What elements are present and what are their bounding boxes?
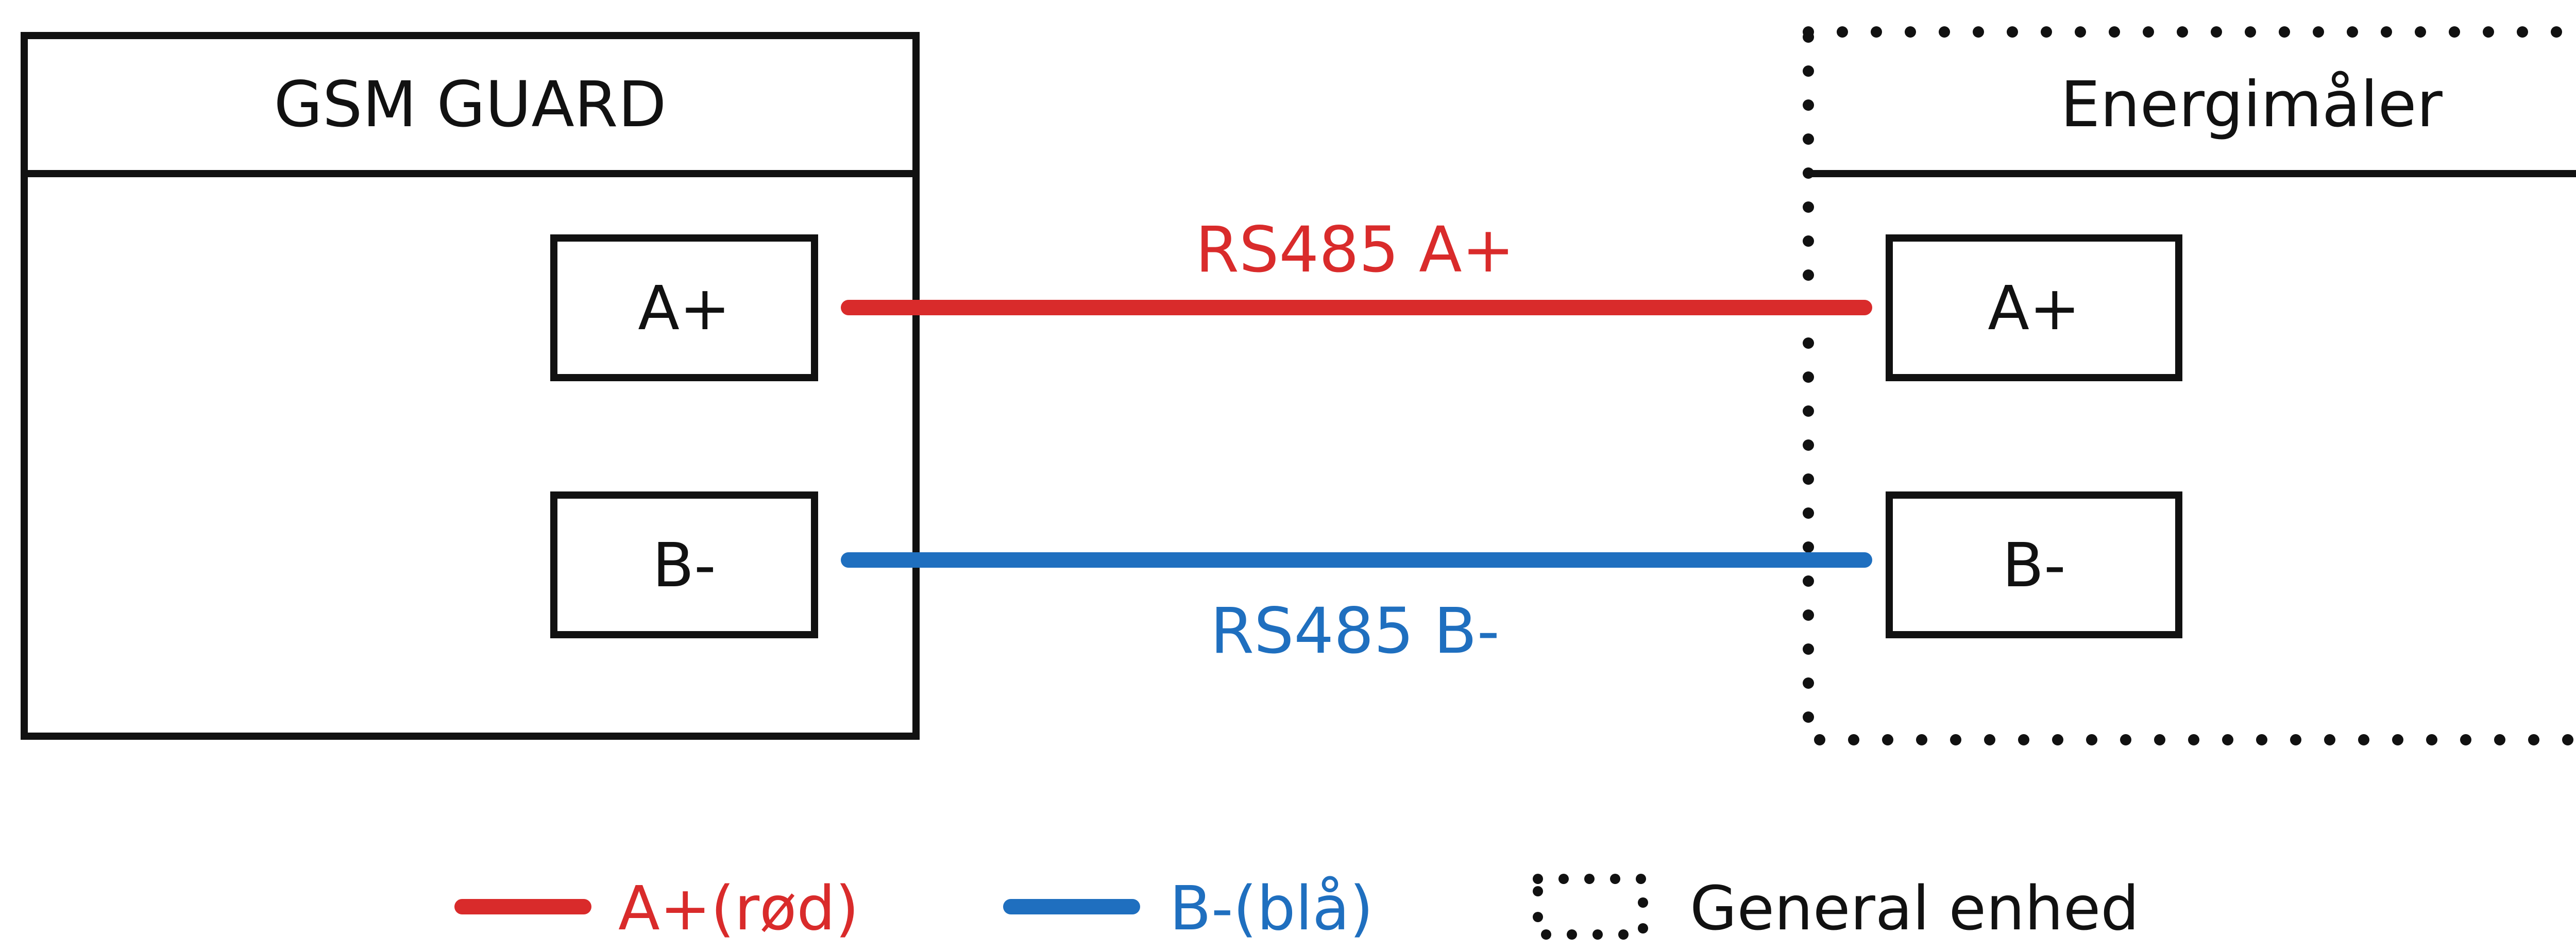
gsm-guard-terminal-a: A+ (550, 234, 818, 381)
rs485-b-wire (841, 552, 1872, 568)
rs485-a-wire (841, 300, 1872, 315)
gsm-guard-title: GSM GUARD (274, 68, 667, 141)
energy-meter-title: Energimåler (2060, 68, 2443, 141)
legend-blue-label: B-(blå) (1170, 872, 1374, 944)
legend-dashed-label: General enhed (1690, 872, 2140, 944)
legend-dashed-icon (1533, 874, 1648, 940)
legend-red-label: A+(rød) (618, 872, 859, 944)
rs485-a-label: RS485 A+ (1195, 213, 1515, 286)
rs485-b-label: RS485 B- (1210, 595, 1500, 668)
energy-meter-dashed-border (1803, 26, 2576, 745)
energy-meter-header-divider (1808, 170, 2576, 177)
gsm-guard-header-divider (21, 170, 920, 177)
legend-blue-swatch (1003, 899, 1140, 914)
gsm-guard-terminal-b: B- (550, 491, 818, 638)
energy-meter-terminal-a: A+ (1886, 234, 2182, 381)
energy-meter-terminal-b: B- (1886, 491, 2182, 638)
legend-red-swatch (454, 899, 591, 914)
